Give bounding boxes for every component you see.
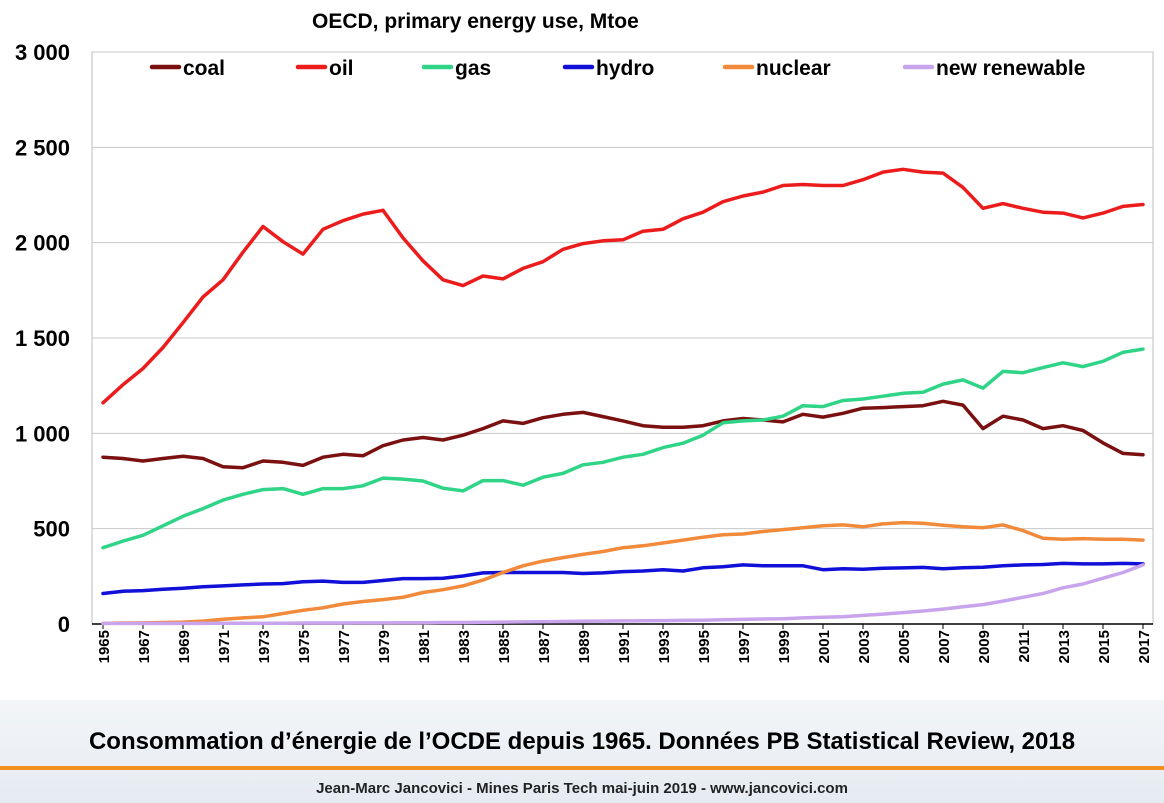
x-tick-label: 2013	[1056, 630, 1073, 663]
chart-title: OECD, primary energy use, Mtoe	[312, 10, 639, 33]
x-tick-label: 1979	[376, 630, 393, 663]
x-tick-label: 2009	[976, 630, 993, 663]
x-tick-label: 2011	[1016, 630, 1033, 663]
x-tick-label: 2005	[896, 630, 913, 663]
footer-divider	[0, 766, 1164, 770]
legend-label: coal	[183, 57, 225, 80]
x-tick-label: 1975	[296, 630, 313, 663]
x-tick-label: 1999	[776, 630, 793, 663]
x-tick-label: 1981	[416, 630, 433, 663]
x-tick-label: 1977	[336, 630, 353, 663]
legend-label: hydro	[596, 57, 654, 80]
legend-label: gas	[455, 57, 491, 80]
x-tick-label: 1995	[696, 630, 713, 663]
chart-area: 0 500 1 000 1 500 2 000 2 500 3 000 1965 1967 196…	[14, 10, 1154, 664]
series-line-gas	[101, 347, 1145, 550]
x-tick-label: 1991	[616, 630, 633, 663]
y-tick-label: 500	[33, 517, 70, 542]
y-tick-label: 3 000	[15, 40, 70, 65]
slide-caption: Consommation d’énergie de l’OCDE depuis …	[88, 728, 1076, 755]
x-tick-label: 1973	[256, 630, 273, 663]
x-tick-label: 1989	[576, 630, 593, 663]
series-line-nuclear	[101, 520, 1145, 626]
series-line-new-renewable	[101, 563, 1145, 626]
y-tick-label: 1 000	[15, 421, 70, 446]
x-tick-label: 2001	[816, 630, 833, 663]
x-tick-label: 1969	[176, 630, 193, 663]
x-tick-label: 2015	[1096, 630, 1113, 663]
y-tick-label: 2 500	[15, 135, 70, 160]
legend-label: nuclear	[756, 57, 831, 80]
y-tick-label: 0	[58, 612, 70, 637]
series-line-hydro	[101, 561, 1145, 596]
x-tick-label: 2003	[856, 630, 873, 663]
x-tick-label: 1987	[536, 630, 553, 663]
x-tick-label: 1971	[216, 630, 233, 663]
series-line-oil	[101, 167, 1145, 405]
series-line-coal	[101, 399, 1145, 470]
legend-label: oil	[329, 57, 354, 80]
x-tick-label: 2017	[1136, 630, 1153, 663]
y-tick-label: 1 500	[15, 326, 70, 351]
line-chart: 0 500 1 000 1 500 2 000 2 500 3 000 1965 1967 196…	[15, 10, 1154, 663]
x-tick-label: 1997	[736, 630, 753, 663]
footer: Consommation d’énergie de l’OCDE depuis …	[0, 700, 1164, 803]
x-tick-label: 1965	[96, 630, 113, 663]
y-tick-label: 2 000	[15, 231, 70, 256]
legend-label: new renewable	[936, 57, 1085, 80]
slide-credit: Jean-Marc Jancovici - Mines Paris Tech m…	[316, 780, 848, 797]
x-tick-label: 2007	[936, 630, 953, 663]
x-tick-label: 1985	[496, 630, 513, 663]
x-tick-label: 1967	[136, 630, 153, 663]
x-tick-label: 1993	[656, 630, 673, 663]
x-tick-label: 1983	[456, 630, 473, 663]
